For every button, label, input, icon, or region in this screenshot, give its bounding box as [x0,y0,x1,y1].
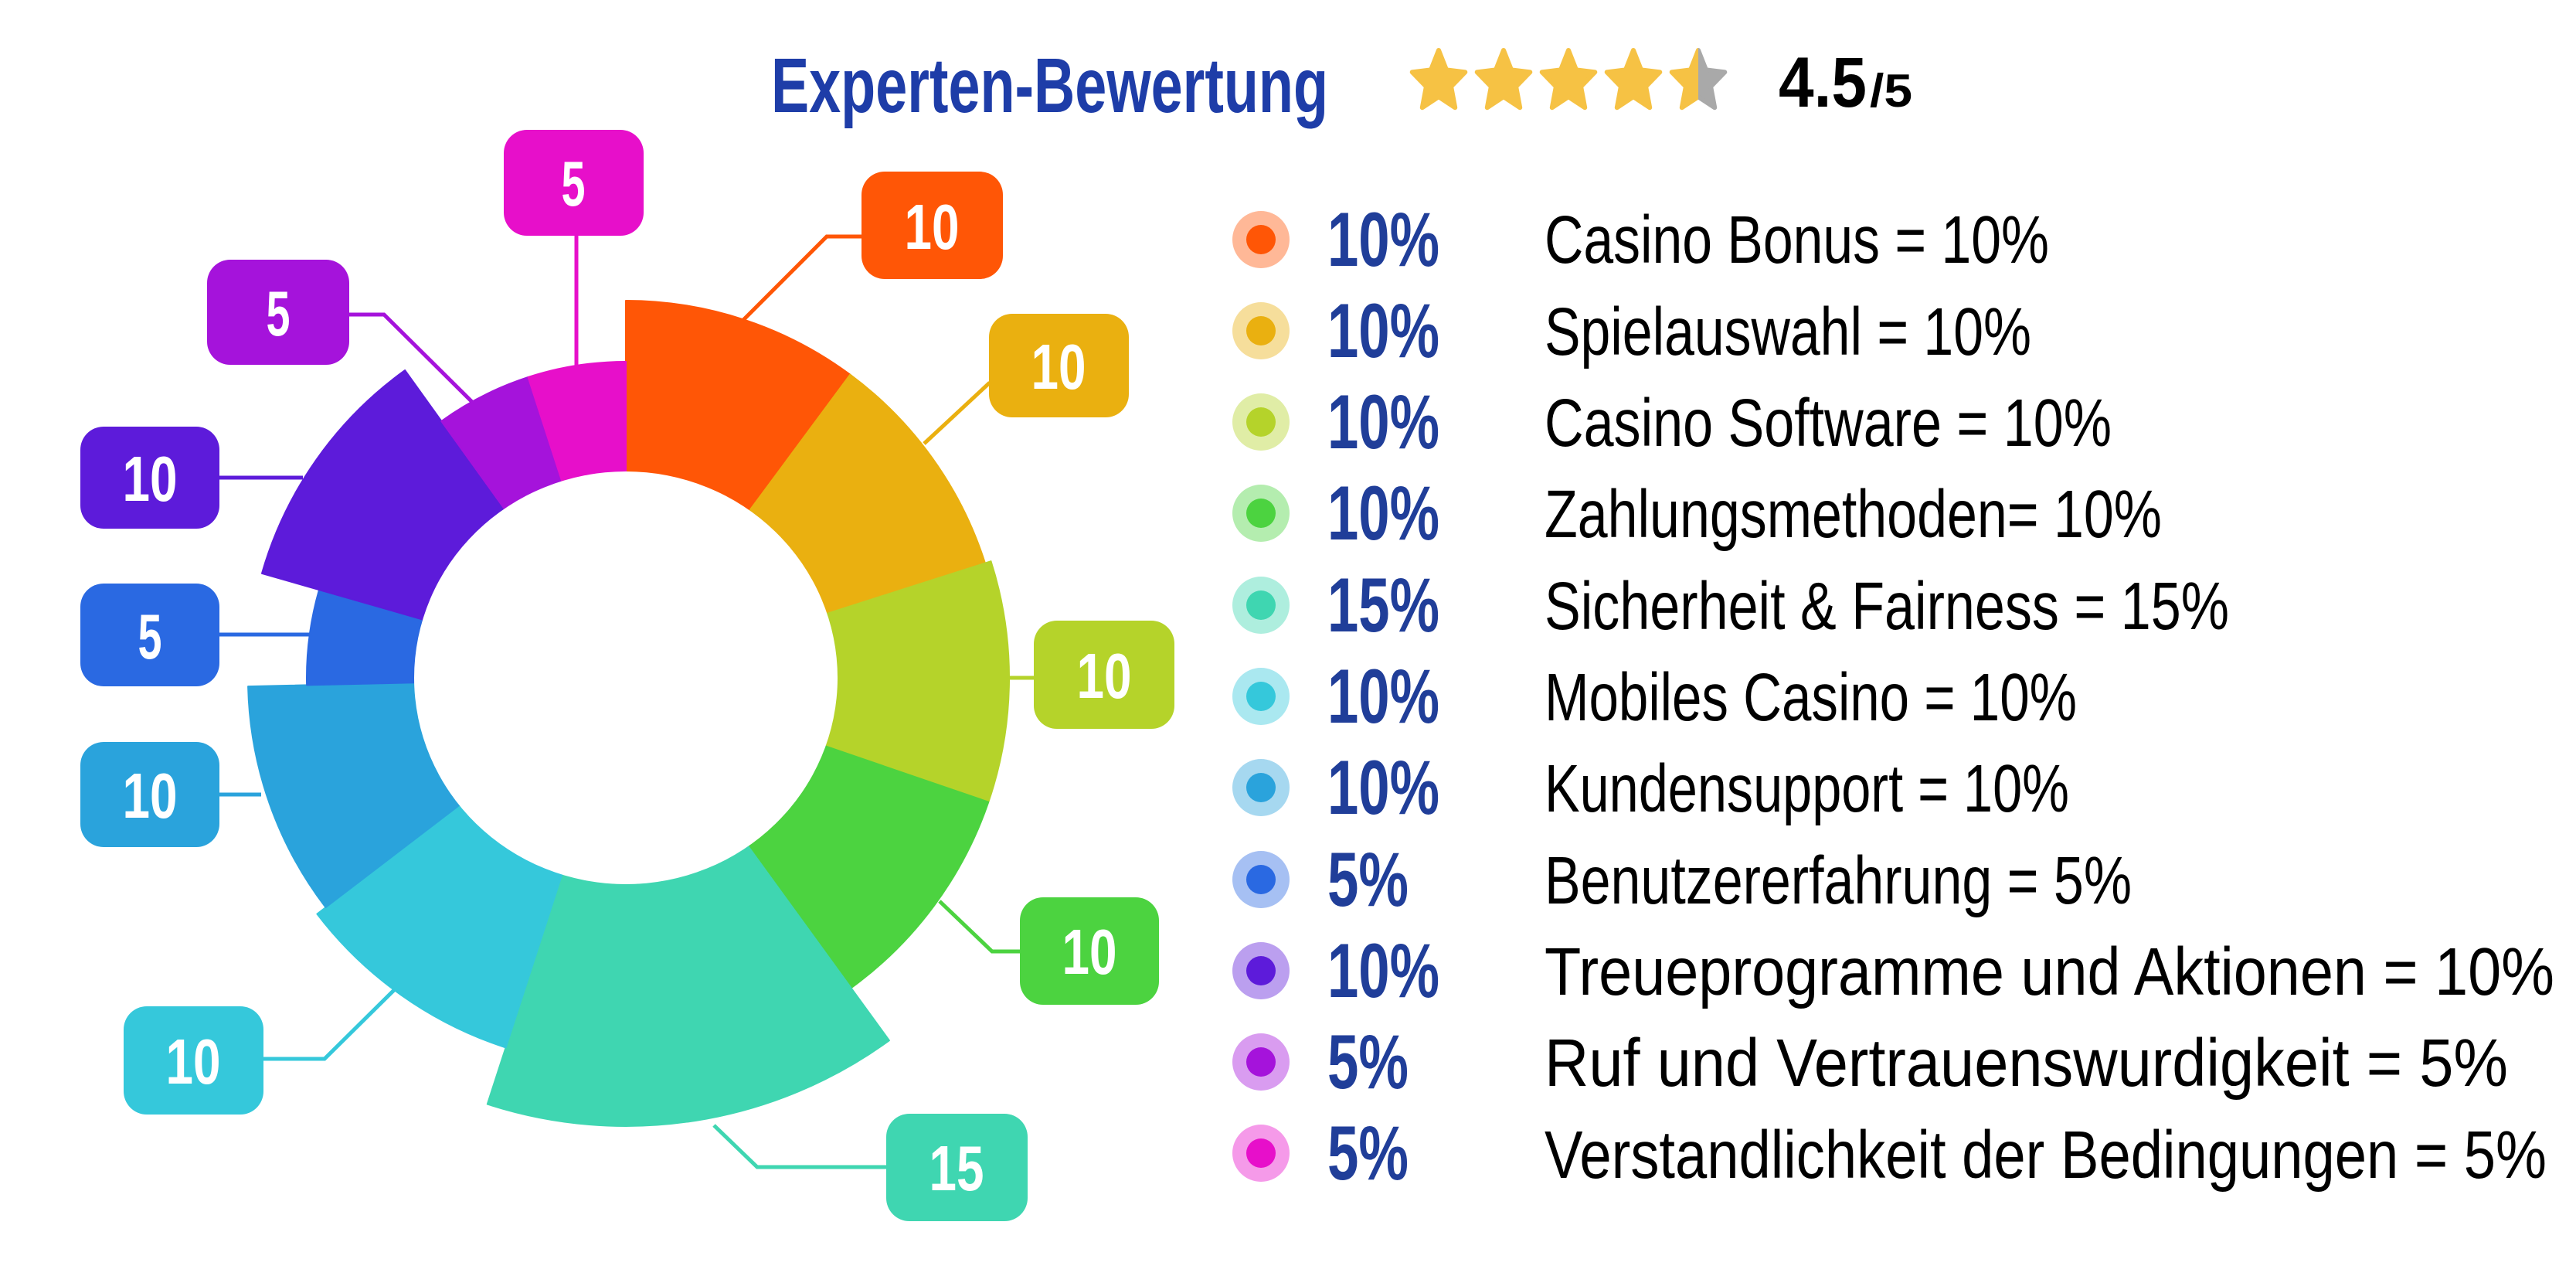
svg-text:Ruf und Vertrauenswurdigkeit =: Ruf und Vertrauenswurdigkeit = 5% [1545,1026,2508,1101]
svg-text:Sicherheit & Fairness = 15%: Sicherheit & Fairness = 15% [1545,569,2229,644]
svg-text:Verstandlichkeit der Bedingung: Verstandlichkeit der Bedingungen = 5% [1545,1118,2547,1193]
svg-text:10: 10 [905,191,960,263]
svg-text:/5: /5 [1870,65,1912,117]
svg-text:5%: 5% [1327,1019,1409,1104]
svg-text:5%: 5% [1327,836,1409,922]
svg-text:4.5: 4.5 [1779,43,1867,122]
svg-text:Casino Software = 10%: Casino Software = 10% [1545,386,2112,461]
svg-text:10%: 10% [1327,288,1439,373]
svg-text:10%: 10% [1327,196,1439,282]
svg-text:5: 5 [267,277,291,349]
svg-text:10: 10 [166,1026,221,1098]
svg-text:Zahlungsmethoden= 10%: Zahlungsmethoden= 10% [1545,477,2162,552]
svg-text:Mobiles Casino = 10%: Mobiles Casino = 10% [1545,660,2077,735]
svg-text:10%: 10% [1327,379,1439,465]
svg-text:5: 5 [138,601,162,672]
svg-text:10%: 10% [1327,653,1439,739]
svg-text:10%: 10% [1327,744,1439,830]
svg-text:10: 10 [1062,916,1117,988]
svg-text:10%: 10% [1327,470,1439,556]
svg-text:15: 15 [929,1132,984,1204]
svg-text:10%: 10% [1327,927,1439,1013]
svg-text:Kundensupport = 10%: Kundensupport = 10% [1545,751,2069,826]
svg-text:10: 10 [1031,331,1086,403]
svg-text:Spielauswahl = 10%: Spielauswahl = 10% [1545,294,2031,369]
svg-text:Benutzererfahrung = 5%: Benutzererfahrung = 5% [1545,843,2132,918]
svg-text:10: 10 [123,760,178,832]
svg-text:10: 10 [123,443,178,515]
svg-text:Experten-Bewertung: Experten-Bewertung [771,43,1328,129]
svg-text:5%: 5% [1327,1110,1409,1196]
svg-text:Treueprogramme und Aktionen =: Treueprogramme und Aktionen = 10% [1545,934,2554,1009]
svg-text:5: 5 [562,148,586,220]
svg-text:Casino Bonus = 10%: Casino Bonus = 10% [1545,202,2049,277]
svg-text:15%: 15% [1327,562,1439,648]
svg-text:10: 10 [1077,640,1132,712]
